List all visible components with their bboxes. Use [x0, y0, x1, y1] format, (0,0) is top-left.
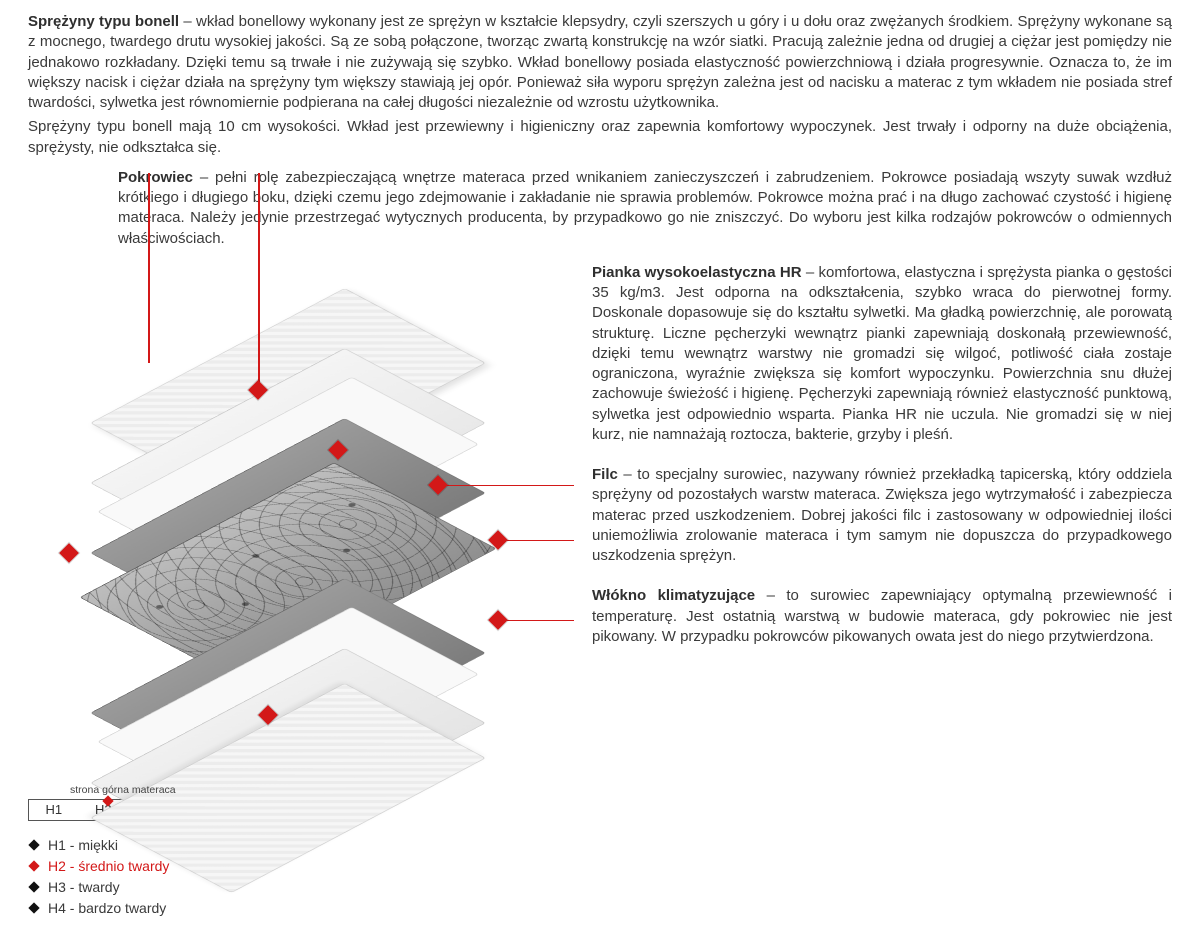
hardness-label: średnio twardy [78, 858, 169, 874]
hardness-label: miękki [78, 837, 118, 853]
right-text-column: Pianka wysokoelastyczna HR – komfortowa,… [592, 263, 1172, 753]
section-pianka-hr: Pianka wysokoelastyczna HR – komfortowa,… [592, 263, 1172, 445]
section-body: – komfortowa, elastyczna i sprężysta pia… [592, 264, 1172, 443]
pokrowiec-body: – pełni rolę zabezpieczającą wnętrze mat… [118, 169, 1172, 247]
leader-line [444, 485, 574, 487]
leader-line [504, 540, 574, 542]
hardness-legend: H1 - miękki H2 - średnio twardy H3 - twa… [28, 835, 1172, 919]
leader-line [504, 620, 574, 622]
hardness-label: bardzo twardy [78, 900, 166, 916]
hardness-item: H4 - bardzo twardy [28, 898, 1172, 919]
section-title: Filc [592, 466, 618, 483]
section-paragraph: Pianka wysokoelastyczna HR – komfortowa,… [592, 263, 1172, 445]
hardness-caption-text: strona górna materaca [70, 784, 176, 796]
section-paragraph: Filc – to specjalny surowiec, nazywany r… [592, 465, 1172, 566]
section-title: Włókno klimatyzujące [592, 587, 755, 604]
section-paragraph: Włókno klimatyzujące – to surowiec zapew… [592, 586, 1172, 647]
exploded-mattress-diagram [28, 283, 548, 753]
intro-paragraph-2: Sprężyny typu bonell mają 10 cm wysokośc… [28, 117, 1172, 158]
leader-line [148, 173, 150, 363]
section-title: Pianka wysokoelastyczna HR [592, 264, 802, 281]
hardness-code: H1 [48, 837, 66, 853]
hardness-caption: strona górna materaca [70, 783, 1172, 797]
intro-body-1: – wkład bonellowy wykonany jest ze spręż… [28, 13, 1172, 111]
hardness-item-active: H2 - średnio twardy [28, 856, 1172, 877]
pokrowiec-block: Pokrowiec – pełni rolę zabezpieczającą w… [118, 168, 1172, 249]
hardness-code: H2 [48, 858, 66, 874]
hardness-scale-cell: H1 [29, 800, 79, 820]
diamond-marker-icon [488, 610, 508, 630]
hardness-code: H3 [48, 879, 66, 895]
diamond-marker-icon [59, 543, 79, 563]
section-wlokno: Włókno klimatyzujące – to surowiec zapew… [592, 586, 1172, 647]
leader-line [258, 173, 260, 388]
pokrowiec-title: Pokrowiec [118, 169, 193, 186]
hardness-code: H4 [48, 900, 66, 916]
intro-block: Sprężyny typu bonell – wkład bonellowy w… [28, 12, 1172, 158]
intro-title: Sprężyny typu bonell [28, 13, 179, 30]
hardness-label: twardy [78, 879, 119, 895]
intro-paragraph-1: Sprężyny typu bonell – wkład bonellowy w… [28, 12, 1172, 113]
diagram-column [28, 263, 568, 753]
pokrowiec-paragraph: Pokrowiec – pełni rolę zabezpieczającą w… [118, 168, 1172, 249]
middle-row: Pianka wysokoelastyczna HR – komfortowa,… [28, 263, 1172, 753]
hardness-item: H1 - miękki [28, 835, 1172, 856]
section-body: – to specjalny surowiec, nazywany równie… [592, 466, 1172, 564]
hardness-item: H3 - twardy [28, 877, 1172, 898]
section-filc: Filc – to specjalny surowiec, nazywany r… [592, 465, 1172, 566]
